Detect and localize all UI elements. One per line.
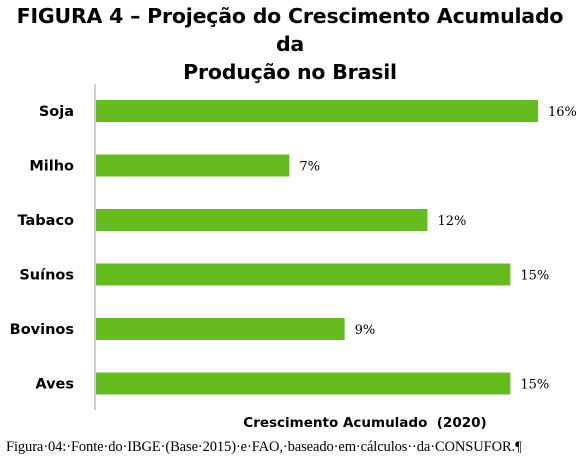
chart-title-line-1: FIGURA 4 – Projeção do Crescimento Acumu… — [16, 4, 564, 56]
value-label-aves: 15% — [520, 378, 549, 393]
x-axis-label: Crescimento Acumulado (2020) — [243, 415, 486, 431]
bar-tabaco — [96, 209, 428, 231]
value-label-soja: 16% — [548, 105, 577, 120]
bars: Soja 16% Milho 7% Tabaco 12% Suínos 15% Bovinos 9… — [10, 100, 577, 395]
value-label-suinos: 15% — [520, 269, 549, 284]
bar-aves — [96, 372, 511, 395]
category-label-soja: Soja — [39, 104, 74, 120]
chart-title: FIGURA 4 – Projeção do Crescimento Acumu… — [0, 2, 580, 86]
bar-bovinos — [96, 318, 345, 340]
category-label-suinos: Suínos — [19, 268, 74, 284]
category-label-milho: Milho — [29, 159, 74, 175]
category-label-bovinos: Bovinos — [10, 322, 74, 338]
chart-title-line-2: Produção no Brasil — [183, 60, 397, 84]
value-label-bovinos: 9% — [355, 323, 376, 338]
bar-suinos — [96, 263, 511, 286]
category-label-tabaco: Tabaco — [17, 213, 74, 229]
value-label-milho: 7% — [299, 160, 320, 175]
figure-caption: Figura·04:·Fonte·do·IBGE·(Base·2015)·e·F… — [6, 439, 522, 455]
category-label-aves: Aves — [35, 377, 74, 393]
bar-soja — [96, 100, 538, 122]
bar-milho — [96, 154, 290, 177]
value-label-tabaco: 12% — [438, 214, 467, 229]
